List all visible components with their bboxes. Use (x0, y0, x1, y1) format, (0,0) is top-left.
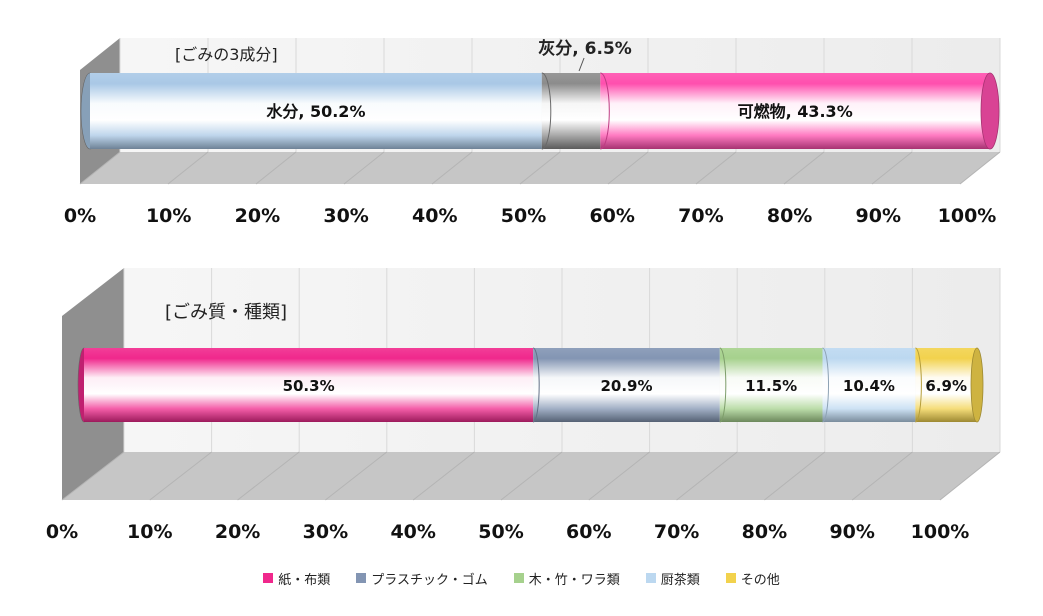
floor-gridline (149, 451, 212, 501)
floor-gridline (61, 451, 125, 501)
segment-boundary (600, 72, 610, 150)
bar-segment-5 (915, 348, 977, 422)
floor-gridline (343, 151, 385, 185)
floor-gridline (783, 151, 825, 185)
floor-gridline (588, 451, 650, 501)
floor-gridline (607, 151, 649, 185)
data-label: 20.9% (600, 377, 652, 395)
legend-swatch (263, 573, 274, 583)
legend-label: プラスチック・ゴム (371, 572, 488, 588)
data-label: 10.4% (843, 377, 895, 395)
legend-label: 紙・布類 (278, 572, 331, 588)
chart-title: [ごみ質・種類] (165, 302, 287, 323)
floor-gridline (871, 151, 913, 185)
legend-swatch (645, 573, 656, 583)
tick-label: 10% (146, 205, 191, 227)
floor-gridline (676, 451, 738, 501)
legend-item: 厨茶類 (645, 569, 700, 588)
tick-label: 30% (323, 205, 368, 227)
data-label: 灰分, 6.5% (538, 38, 632, 59)
floor-gridline (237, 451, 300, 501)
segment-boundary (915, 347, 922, 423)
chart-1: 0% 10% 20% 30% 40% 50% 60% 70% 80% 90% 100% [ごみの3成分… (64, 38, 1001, 227)
floor-gridline (939, 451, 1001, 501)
floor-gridline (500, 451, 563, 501)
tick-label: 50% (478, 521, 523, 543)
legend-item: 木・竹・ワラ類 (513, 569, 620, 588)
bar-segment-4 (822, 348, 916, 422)
tick-label: 20% (235, 205, 280, 227)
legend-label: その他 (740, 572, 780, 588)
bar-segment-3 (600, 73, 990, 149)
chart-legend: 紙・布類 プラスチック・ゴム 木・竹・ワラ類 厨茶類 その他 (0, 566, 1043, 590)
legend-label: 厨茶類 (660, 572, 700, 588)
cylinder-right-cap (970, 347, 984, 423)
segment-boundary (822, 347, 829, 423)
legend-item: プラスチック・ゴム (356, 569, 488, 588)
floor-gridline (79, 151, 121, 185)
tick-label: 70% (654, 521, 699, 543)
chart-title: [ごみの3成分] (175, 45, 278, 64)
legend-swatch (513, 573, 524, 583)
bar-segment-2 (533, 348, 720, 422)
floor-gridline (959, 151, 1001, 185)
bar-segment-1 (90, 73, 542, 149)
tick-label: 90% (829, 521, 874, 543)
legend-label: 木・竹・ワラ類 (528, 572, 620, 588)
data-label: 50.3% (283, 377, 335, 395)
segment-boundary (719, 347, 727, 423)
tick-label: 0% (46, 521, 78, 543)
segment-boundary (541, 72, 552, 150)
bar-segment-2 (541, 73, 601, 149)
tick-label: 60% (589, 205, 634, 227)
tick-label: 30% (303, 521, 348, 543)
data-label: 6.9% (925, 377, 967, 395)
floor-gridline (412, 451, 475, 501)
tick-label: 80% (767, 205, 812, 227)
floor-gridline (325, 451, 388, 501)
floor-gridline (851, 451, 913, 501)
label-leader-line (578, 57, 585, 72)
tick-label: 60% (566, 521, 611, 543)
legend-swatch (356, 573, 367, 583)
tick-label: 40% (390, 521, 435, 543)
chart-2: 0% 10% 20% 30% 40% 50% 60% 70% 80% 90% 100% [ごみ質・種類… (46, 268, 1001, 543)
legend-item: 紙・布類 (263, 569, 330, 588)
floor-gridline (431, 151, 473, 185)
bar-segment-1 (84, 348, 534, 422)
tick-label: 50% (501, 205, 546, 227)
data-label: 可燃物, 43.3% (738, 102, 853, 121)
data-label: 水分, 50.2% (266, 102, 365, 121)
legend-swatch (725, 573, 736, 583)
floor-gridline (519, 151, 561, 185)
floor-gridline (695, 151, 737, 185)
tick-label: 70% (678, 205, 723, 227)
tick-label: 90% (856, 205, 901, 227)
floor-gridline (255, 151, 297, 185)
bar-segment-3 (719, 348, 823, 422)
segment-boundary (532, 347, 540, 423)
floor-gridline (764, 451, 826, 501)
cylinder-right-cap (980, 72, 1000, 150)
tick-label: 10% (127, 521, 172, 543)
tick-label: 40% (412, 205, 457, 227)
tick-label: 0% (64, 205, 96, 227)
legend-item: その他 (725, 569, 780, 588)
data-label: 11.5% (745, 377, 797, 395)
tick-label: 80% (742, 521, 787, 543)
floor-gridline (167, 151, 209, 185)
tick-label: 100% (938, 205, 997, 227)
tick-label: 20% (215, 521, 260, 543)
tick-label: 100% (911, 521, 970, 543)
